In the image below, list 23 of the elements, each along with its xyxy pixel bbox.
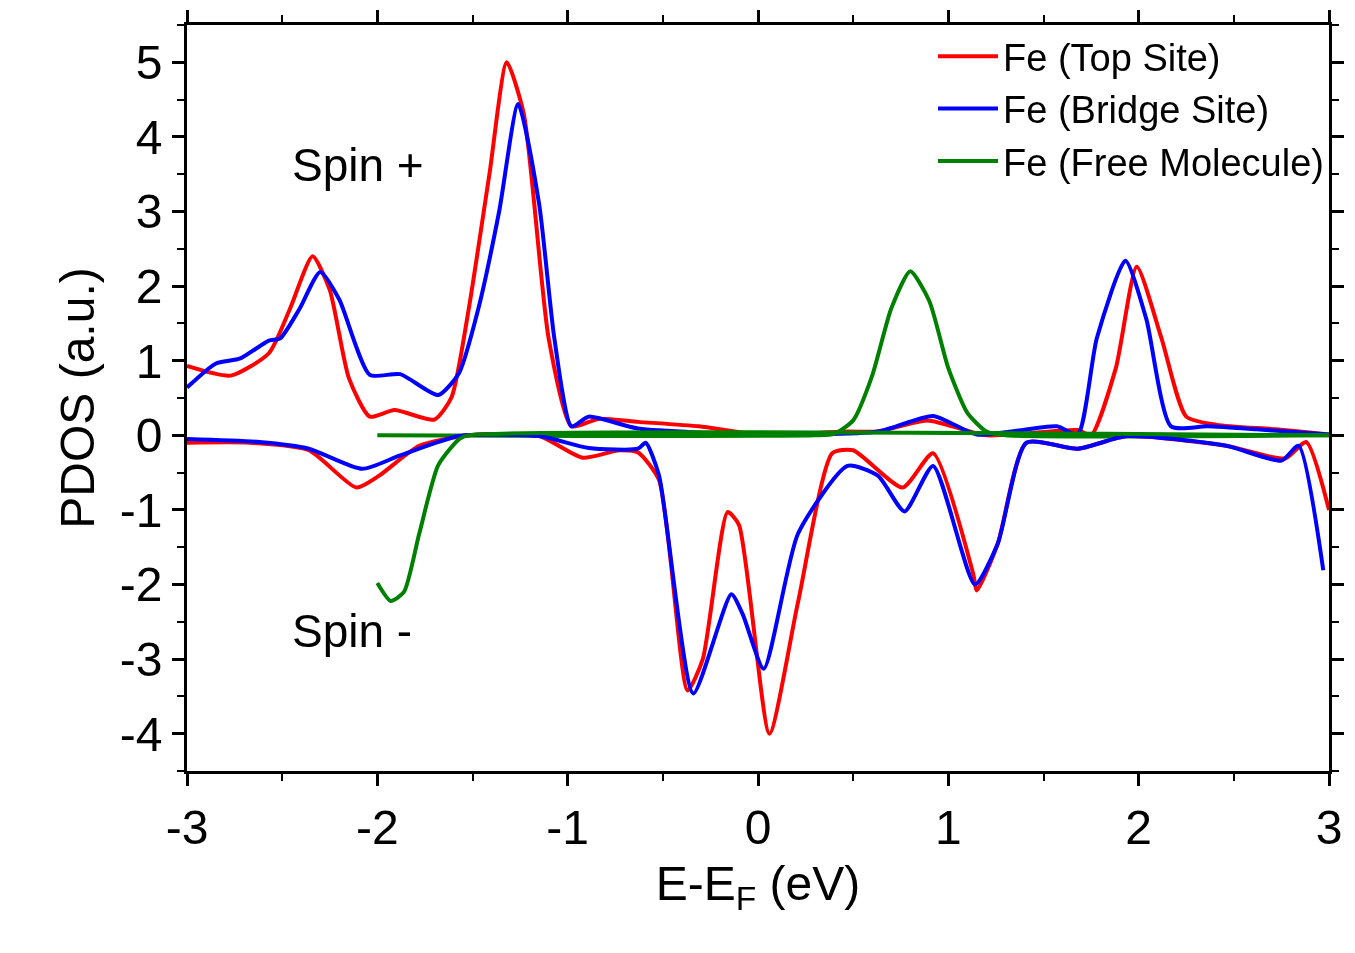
legend-label: Fe (Free Molecule) [1003, 141, 1324, 184]
y-tick-label: 1 [135, 334, 163, 388]
y-tick-label: -3 [119, 632, 163, 686]
x-axis-title: E-E$_{F}$ (eV) [655, 856, 861, 917]
annotation: Spin - [292, 605, 413, 657]
legend-label: Fe (Top Site) [1003, 37, 1221, 80]
y-tick-label: 0 [135, 409, 163, 463]
x-tick-label: 3 [1315, 800, 1343, 854]
y-tick-label: 2 [135, 259, 163, 313]
x-tick-label: -2 [355, 800, 399, 854]
y-axis-title: PDOS (a.u.) [51, 267, 105, 529]
y-tick-label: -1 [119, 483, 163, 537]
x-tick-label: -1 [546, 800, 590, 854]
x-tick-label: 2 [1125, 800, 1153, 854]
y-tick-label: 3 [135, 185, 163, 239]
y-tick-label: -4 [119, 707, 163, 761]
x-tick-label: 1 [934, 800, 962, 854]
y-tick-label: 5 [135, 36, 163, 90]
y-tick-label: 4 [135, 110, 163, 164]
y-tick-label: -2 [119, 558, 163, 612]
legend-label: Fe (Bridge Site) [1003, 89, 1270, 132]
x-tick-label: 0 [744, 800, 772, 854]
annotation: Spin + [292, 139, 424, 191]
